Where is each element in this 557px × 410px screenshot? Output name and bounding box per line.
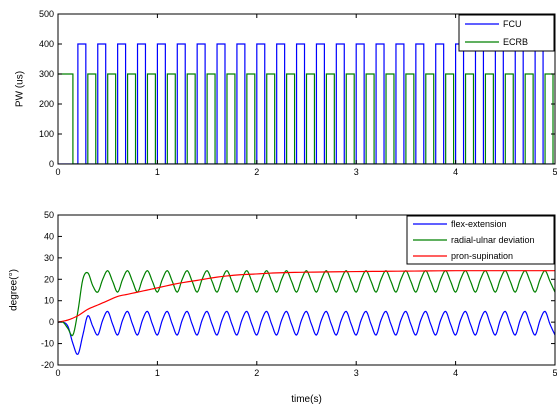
chart-pulse-width-legend-label-fcu: FCU [503, 19, 522, 29]
chart-joint-angle-y-tick-label: 30 [44, 253, 54, 263]
chart-joint-angle-x-tick-label: 3 [354, 368, 359, 378]
chart-pulse-width-y-tick-label: 100 [39, 129, 54, 139]
chart-joint-angle-y-tick-label: 20 [44, 274, 54, 284]
chart-pulse-width-x-tick-label: 4 [453, 167, 458, 177]
chart-pulse-width-y-tick-label: 200 [39, 99, 54, 109]
chart-pulse-width-x-tick-label: 1 [155, 167, 160, 177]
chart-joint-angle-x-tick-label: 2 [254, 368, 259, 378]
chart-pulse-width-series-ecrb [58, 73, 555, 164]
chart-joint-angle-ticks: 0 1 2 3 4 5 -20 -10 0 10 20 30 40 50 [41, 210, 557, 378]
chart-joint-angle-x-tick-label: 5 [552, 368, 557, 378]
chart-joint-angle-series-pron-supination [58, 270, 555, 323]
chart-joint-angle-x-tick-label: 1 [155, 368, 160, 378]
chart-pulse-width-legend-label-ecrb: ECRB [503, 37, 528, 47]
chart-joint-angle-legend: flex-extension radial-ulnar deviation pron… [406, 215, 555, 265]
chart-joint-angle-x-tick-label: 4 [453, 368, 458, 378]
chart-pulse-width-x-tick-label: 0 [55, 167, 60, 177]
chart-pulse-width-x-tick-label: 3 [354, 167, 359, 177]
chart-joint-angle-y-tick-label: 40 [44, 231, 54, 241]
chart-joint-angle-x-axis-label: time(s) [291, 394, 322, 405]
chart-pulse-width-y-axis-label: PW (us) [15, 71, 26, 107]
chart-pulse-width-legend-box [458, 14, 555, 52]
chart-joint-angle-legend-label-pron-supination: pron-supination [451, 251, 513, 261]
chart-pulse-width-x-tick-label: 5 [552, 167, 557, 177]
chart-joint-angle: 0 1 2 3 4 5 -20 -10 0 10 20 30 40 50 degree(°) time(s… [9, 210, 557, 405]
chart-joint-angle-frame [57, 214, 556, 366]
chart-pulse-width: 0 1 2 3 4 5 0 100 200 300 400 500 PW (us) FCU ECRB [15, 9, 557, 177]
chart-pulse-width-ticks: 0 1 2 3 4 5 0 100 200 300 400 500 [39, 9, 557, 177]
chart-pulse-width-legend: FCU ECRB [458, 14, 555, 52]
chart-joint-angle-legend-label-radial-ulnar-deviation: radial-ulnar deviation [451, 235, 535, 245]
chart-joint-angle-y-tick-label: 50 [44, 210, 54, 220]
chart-pulse-width-y-tick-label: 300 [39, 69, 54, 79]
chart-joint-angle-legend-label-flex-extension: flex-extension [451, 219, 507, 229]
chart-joint-angle-series-radial-ulnar-deviation [58, 270, 555, 337]
chart-pulse-width-frame [57, 13, 556, 165]
chart-joint-angle-series-flex-extension [58, 310, 555, 355]
chart-joint-angle-series [58, 270, 555, 355]
chart-pulse-width-x-tick-label: 2 [254, 167, 259, 177]
chart-joint-angle-x-tick-label: 0 [55, 368, 60, 378]
chart-pulse-width-y-tick-label: 0 [49, 159, 54, 169]
chart-joint-angle-y-tick-label: -10 [41, 339, 54, 349]
chart-joint-angle-y-tick-label: -20 [41, 360, 54, 370]
chart-pulse-width-y-tick-label: 400 [39, 39, 54, 49]
chart-pulse-width-series [58, 43, 555, 164]
chart-pulse-width-y-tick-label: 500 [39, 9, 54, 19]
chart-joint-angle-y-tick-label: 10 [44, 296, 54, 306]
chart-joint-angle-y-tick-label: 0 [49, 317, 54, 327]
chart-joint-angle-y-axis-label: degree(°) [9, 269, 20, 311]
